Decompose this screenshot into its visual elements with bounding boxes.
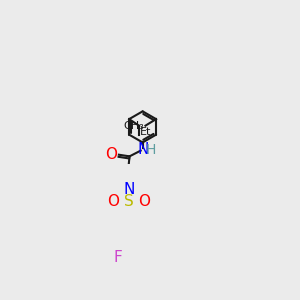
Text: O: O: [139, 194, 151, 209]
Text: Et: Et: [140, 127, 151, 137]
Text: O: O: [105, 147, 117, 162]
Text: CH₃: CH₃: [123, 121, 144, 131]
Text: N: N: [123, 182, 134, 196]
Text: F: F: [113, 250, 122, 265]
Text: O: O: [107, 194, 119, 209]
Text: N: N: [137, 142, 149, 157]
Text: S: S: [124, 194, 134, 209]
Text: H: H: [145, 143, 156, 157]
